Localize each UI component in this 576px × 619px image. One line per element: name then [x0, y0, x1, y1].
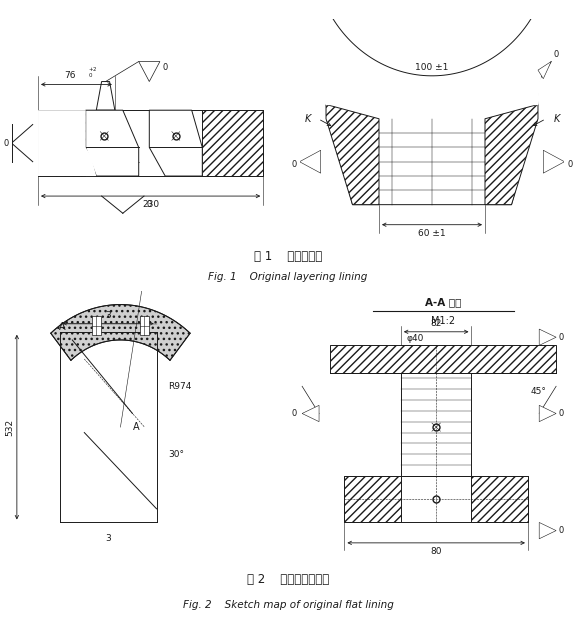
Polygon shape: [471, 476, 528, 522]
Text: 30°: 30°: [169, 450, 185, 459]
Polygon shape: [539, 329, 556, 345]
Text: 100 ±1: 100 ±1: [415, 63, 449, 72]
Text: 45°: 45°: [530, 387, 547, 396]
Polygon shape: [326, 105, 379, 205]
Polygon shape: [51, 305, 190, 360]
Text: R974: R974: [169, 382, 192, 391]
Text: 3: 3: [105, 534, 111, 543]
Polygon shape: [344, 476, 528, 522]
Text: K: K: [554, 114, 560, 124]
Polygon shape: [539, 522, 556, 539]
Bar: [92, 316, 101, 335]
Text: φ 36: φ 36: [97, 153, 116, 162]
Polygon shape: [139, 61, 160, 82]
Text: 3: 3: [105, 311, 111, 320]
Polygon shape: [300, 150, 321, 173]
Polygon shape: [538, 61, 551, 79]
Text: M1:2: M1:2: [431, 316, 455, 326]
Polygon shape: [543, 150, 564, 173]
Text: 图 1    原压条衬板: 图 1 原压条衬板: [254, 249, 322, 262]
Text: 82: 82: [430, 319, 442, 327]
Text: 76: 76: [64, 71, 75, 80]
Text: $^{+2}_{0}$: $^{+2}_{0}$: [88, 65, 98, 80]
Polygon shape: [331, 345, 556, 373]
Text: $^{+2}_{0}$: $^{+2}_{0}$: [128, 149, 137, 162]
Polygon shape: [96, 82, 115, 110]
Text: 532: 532: [5, 418, 14, 436]
Text: 0: 0: [559, 409, 564, 418]
Text: 0: 0: [559, 526, 564, 535]
Text: 60 ±1: 60 ±1: [418, 229, 446, 238]
Polygon shape: [344, 476, 401, 522]
Text: φ40: φ40: [406, 334, 424, 343]
Polygon shape: [539, 405, 556, 422]
Text: R100: R100: [506, 41, 528, 65]
Polygon shape: [326, 105, 538, 205]
Polygon shape: [149, 110, 202, 176]
Text: 80: 80: [430, 547, 442, 556]
Text: K: K: [304, 114, 310, 124]
Polygon shape: [202, 110, 263, 176]
Polygon shape: [401, 373, 471, 476]
Text: 0: 0: [147, 200, 152, 209]
Text: 0: 0: [567, 160, 573, 169]
Text: A-A 旋转: A-A 旋转: [425, 297, 461, 307]
Text: 0: 0: [162, 63, 168, 72]
Text: 230: 230: [142, 201, 159, 209]
Polygon shape: [302, 405, 319, 422]
Text: Fig. 2    Sketch map of original flat lining: Fig. 2 Sketch map of original flat linin…: [183, 600, 393, 610]
Text: 0: 0: [3, 139, 9, 147]
Polygon shape: [86, 110, 139, 176]
Bar: [38, 110, 263, 176]
Text: 0: 0: [554, 50, 559, 59]
Text: 图 2    原平衬板示意图: 图 2 原平衬板示意图: [247, 573, 329, 586]
Text: A: A: [59, 322, 66, 332]
Polygon shape: [314, 0, 550, 105]
Text: 0: 0: [291, 409, 297, 418]
Text: 0: 0: [559, 333, 564, 342]
Text: Fig. 1    Original layering lining: Fig. 1 Original layering lining: [209, 272, 367, 282]
Text: A: A: [132, 422, 139, 432]
Polygon shape: [38, 110, 86, 176]
Polygon shape: [38, 110, 96, 176]
Text: 0: 0: [291, 160, 297, 169]
Polygon shape: [485, 105, 538, 205]
Bar: [139, 316, 149, 335]
